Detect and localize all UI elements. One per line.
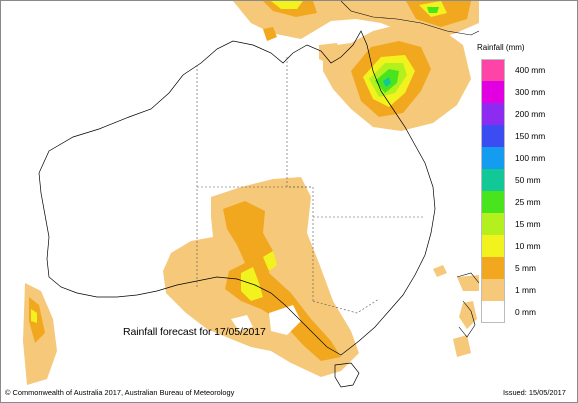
legend-label: 400 mm bbox=[515, 65, 546, 75]
legend-label: 100 mm bbox=[515, 153, 546, 163]
legend-item: 300 mm bbox=[481, 81, 561, 103]
legend-swatch bbox=[481, 279, 505, 301]
rain-region-north-islands-25mm bbox=[427, 7, 439, 13]
legend-swatch bbox=[481, 257, 505, 279]
legend-swatch bbox=[481, 169, 505, 191]
legend-item: 10 mm bbox=[481, 235, 561, 257]
rain-region-north-islands-5mm bbox=[263, 1, 471, 27]
legend-item: 150 mm bbox=[481, 125, 561, 147]
legend-swatch bbox=[481, 59, 505, 81]
legend-item: 15 mm bbox=[481, 213, 561, 235]
rain-region-south-5mm bbox=[223, 201, 341, 361]
legend-label: 150 mm bbox=[515, 131, 546, 141]
legend-swatch bbox=[481, 235, 505, 257]
legend-label: 15 mm bbox=[515, 219, 541, 229]
legend-item: 200 mm bbox=[481, 103, 561, 125]
rainfall-legend: Rainfall (mm) 400 mm 300 mm 200 mm 150 mm 10… bbox=[469, 43, 561, 333]
rain-region-north-islands-10mm bbox=[271, 1, 447, 17]
new-zealand-coastline bbox=[456, 272, 480, 338]
copyright-text: © Commonwealth of Australia 2017, Austra… bbox=[5, 388, 235, 397]
legend-label: 0 mm bbox=[515, 307, 536, 317]
legend-label: 300 mm bbox=[515, 87, 546, 97]
legend-item: 5 mm bbox=[481, 257, 561, 279]
legend-label: 5 mm bbox=[515, 263, 536, 273]
legend-label: 1 mm bbox=[515, 285, 536, 295]
legend-swatch bbox=[481, 147, 505, 169]
legend-swatch bbox=[481, 81, 505, 103]
legend-swatch bbox=[481, 191, 505, 213]
legend-swatch bbox=[481, 125, 505, 147]
rain-region-tasman bbox=[433, 265, 479, 357]
legend-item: 0 mm bbox=[481, 301, 561, 323]
legend-label: 200 mm bbox=[515, 109, 546, 119]
rain-region-west-coast-10mm bbox=[31, 309, 37, 323]
legend-label: 50 mm bbox=[515, 175, 541, 185]
legend-swatch bbox=[481, 213, 505, 235]
legend-item: 50 mm bbox=[481, 169, 561, 191]
legend-swatch bbox=[481, 103, 505, 125]
rain-region-south-10mm-b bbox=[263, 251, 277, 271]
australia-coastline bbox=[38, 30, 436, 356]
nsw-vic-border bbox=[312, 298, 380, 314]
legend-label: 10 mm bbox=[515, 241, 541, 251]
forecast-caption: Rainfall forecast for 17/05/2017 bbox=[123, 326, 266, 338]
legend-swatch bbox=[481, 301, 505, 323]
legend-label: 25 mm bbox=[515, 197, 541, 207]
legend-item: 1 mm bbox=[481, 279, 561, 301]
rain-region-top-end-small bbox=[263, 27, 277, 41]
legend-title: Rainfall (mm) bbox=[477, 43, 525, 52]
legend-item: 25 mm bbox=[481, 191, 561, 213]
state-borders bbox=[196, 57, 425, 314]
bight-clear-area bbox=[269, 305, 301, 335]
legend-item: 100 mm bbox=[481, 147, 561, 169]
issued-date: Issued: 15/05/2017 bbox=[503, 388, 566, 397]
spencer-gulf-clear bbox=[231, 315, 253, 331]
tasmania-coastline bbox=[334, 362, 360, 388]
rain-region-qld-50mm bbox=[383, 77, 391, 87]
legend-item: 400 mm bbox=[481, 59, 561, 81]
new-guinea-coastline bbox=[340, 1, 480, 36]
nt-qld-border bbox=[286, 57, 313, 188]
